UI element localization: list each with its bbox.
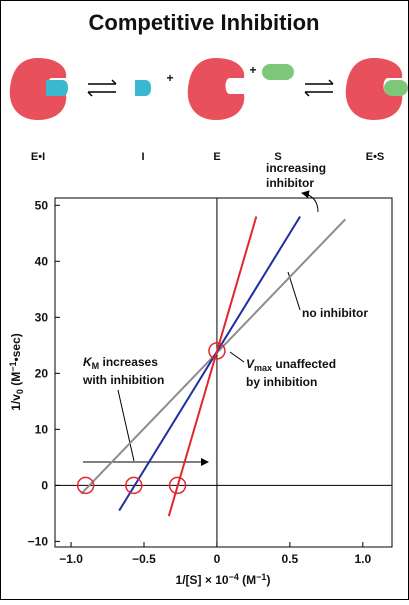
y-tick-label: 10 (35, 422, 49, 436)
y-axis-label: 1/v0 (M−1•sec) (8, 333, 25, 411)
x-tick-label: −1.0 (59, 552, 83, 566)
y-tick-label: 50 (35, 198, 49, 212)
page: Competitive Inhibition + + E•I I E S E•S… (0, 0, 409, 600)
y-tick-label: 20 (35, 366, 49, 380)
y-tick-label: 40 (35, 254, 49, 268)
annotation: by inhibition (246, 375, 317, 389)
diagram-label: E•S (366, 151, 385, 163)
diagram-label: E•I (31, 151, 45, 163)
y-tick-label: −10 (28, 534, 49, 548)
y-tick-label: 30 (35, 310, 49, 324)
x-tick-label: −0.5 (132, 552, 156, 566)
plus: + (249, 63, 256, 77)
annotation: with inhibition (82, 373, 164, 387)
plus: + (166, 71, 173, 85)
x-tick-label: 1.0 (354, 552, 371, 566)
title: Competitive Inhibition (89, 10, 320, 35)
annotation: inhibitor (266, 176, 314, 190)
y-tick-label: 0 (41, 478, 48, 492)
x-tick-label: 0.5 (282, 552, 299, 566)
diagram-label: E (213, 151, 220, 163)
annotation: increasing (266, 161, 326, 175)
diagram-label: I (141, 151, 144, 163)
x-tick-label: 0 (214, 552, 221, 566)
annotation: no inhibitor (302, 306, 368, 320)
